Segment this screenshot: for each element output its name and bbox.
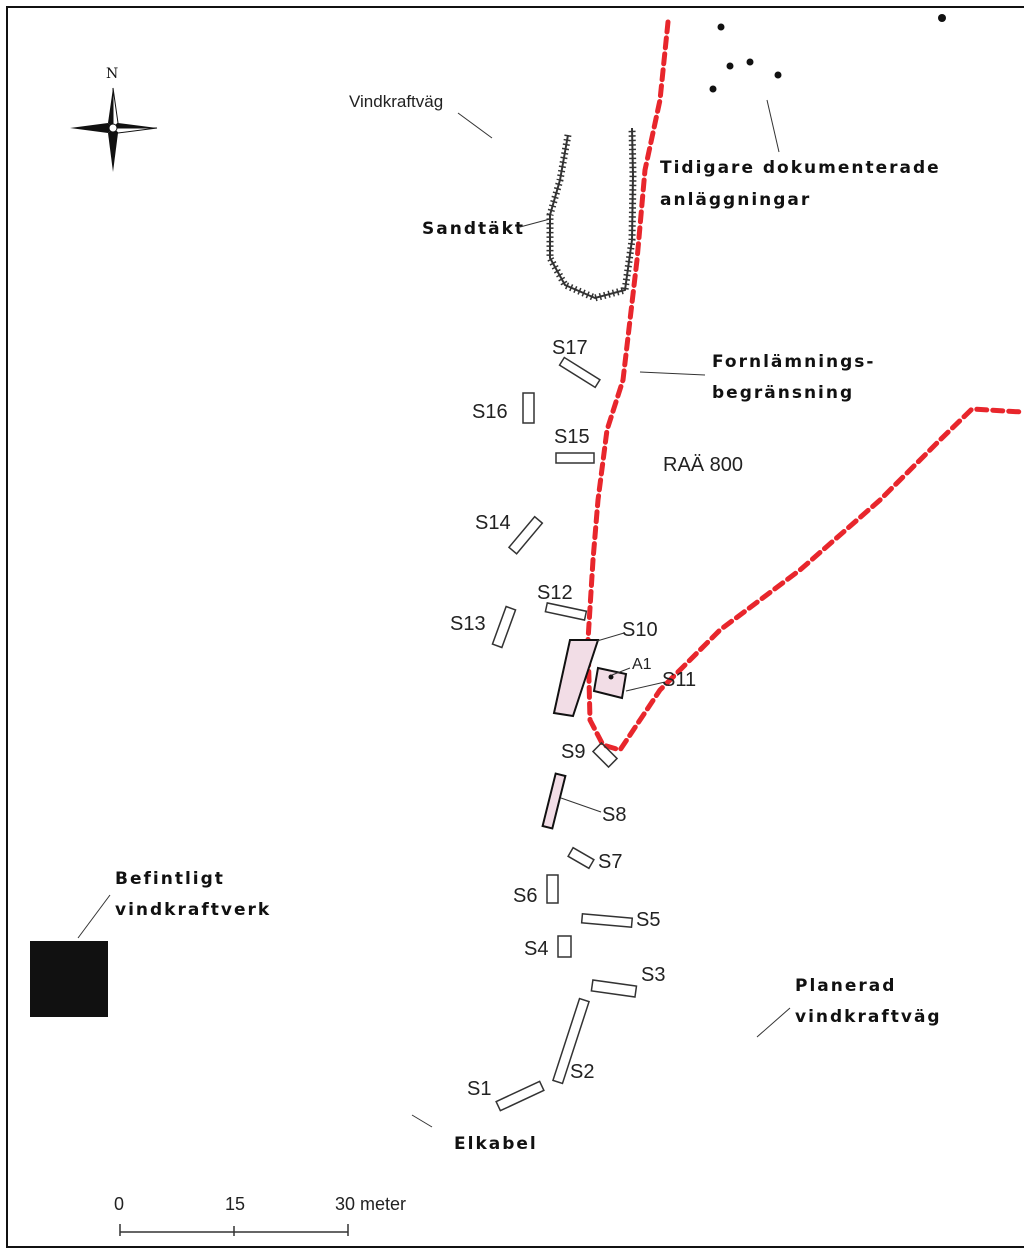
documented-label-line1: Tidigare dokumenterade	[660, 158, 941, 178]
cable-label: Elkabel	[454, 1134, 538, 1154]
planned-road-line2: vindkraftväg	[795, 1007, 942, 1027]
svg-text:A1: A1	[632, 656, 652, 673]
trench-s10: S10	[552, 619, 658, 718]
documented-label-line2: anläggningar	[660, 190, 811, 210]
trench-s17: S17	[552, 337, 601, 389]
site-label: RAÄ 800	[663, 454, 743, 476]
trench-s3: S3	[590, 964, 665, 998]
boundary-label-line2: begränsning	[712, 383, 854, 403]
map-frame	[6, 6, 1024, 1248]
sandpit-symbol	[546, 127, 637, 302]
svg-text:S14: S14	[475, 512, 511, 534]
north-label: N	[106, 66, 118, 82]
turbine-leader	[77, 894, 111, 939]
turbine-label-line1: Befintligt	[115, 869, 225, 889]
trench-s15: S15	[554, 426, 595, 464]
svg-text:S8: S8	[602, 804, 626, 826]
boundary-label-line1: Fornlämnings-	[712, 352, 875, 372]
trench-s7: S7	[567, 846, 622, 873]
road-leader	[457, 112, 493, 139]
scale-tick-0: 0	[114, 1194, 124, 1214]
scale-tick-30: 30 meter	[335, 1194, 406, 1214]
trench-s6: S6	[513, 874, 559, 907]
north-arrow-icon	[70, 87, 158, 172]
svg-text:S10: S10	[622, 619, 658, 641]
feature-a1: A1	[608, 656, 652, 680]
trench-s1: S1	[467, 1078, 545, 1112]
trench-s13: S13	[450, 605, 517, 649]
turbine-label-line2: vindkraftverk	[115, 900, 271, 920]
svg-text:S4: S4	[524, 938, 548, 960]
svg-text:S12: S12	[537, 582, 573, 604]
trench-s16: S16	[472, 392, 535, 424]
sandpit-label: Sandtäkt	[422, 219, 525, 239]
planned-road-line1: Planerad	[795, 976, 896, 996]
trench-s12: S12	[537, 582, 588, 621]
svg-text:S7: S7	[598, 851, 622, 873]
svg-text:S3: S3	[641, 964, 665, 986]
svg-text:S17: S17	[552, 337, 588, 359]
svg-text:S13: S13	[450, 613, 486, 635]
trench-s4: S4	[524, 935, 572, 960]
trench-s11: S11	[592, 666, 696, 700]
svg-text:S16: S16	[472, 401, 508, 423]
road-label: Vindkraftväg	[349, 92, 443, 111]
trench-s2: S2	[552, 997, 594, 1085]
trench-s8: S8	[541, 772, 626, 830]
svg-text:S15: S15	[554, 426, 590, 448]
trench-s14: S14	[475, 512, 544, 555]
boundary-leader	[639, 371, 706, 376]
sandpit-leader	[519, 218, 551, 228]
site-boundary-line	[585, 19, 1024, 753]
documented-features	[709, 14, 946, 93]
svg-text:S1: S1	[467, 1078, 491, 1100]
svg-text:S6: S6	[513, 885, 537, 907]
documented-leader	[766, 99, 780, 153]
scale-tick-15: 15	[225, 1194, 245, 1214]
trench-s9: S9	[561, 741, 619, 769]
svg-text:S2: S2	[570, 1061, 594, 1083]
scale-bar: 0 15 30 meter	[114, 1194, 406, 1236]
svg-text:S11: S11	[662, 669, 696, 691]
svg-text:S9: S9	[561, 741, 585, 763]
planned-road-leader	[756, 1007, 791, 1038]
svg-text:S5: S5	[636, 909, 660, 931]
turbine-symbol	[30, 941, 108, 1017]
trench-s5: S5	[580, 909, 660, 931]
cable-leader	[411, 1114, 433, 1128]
